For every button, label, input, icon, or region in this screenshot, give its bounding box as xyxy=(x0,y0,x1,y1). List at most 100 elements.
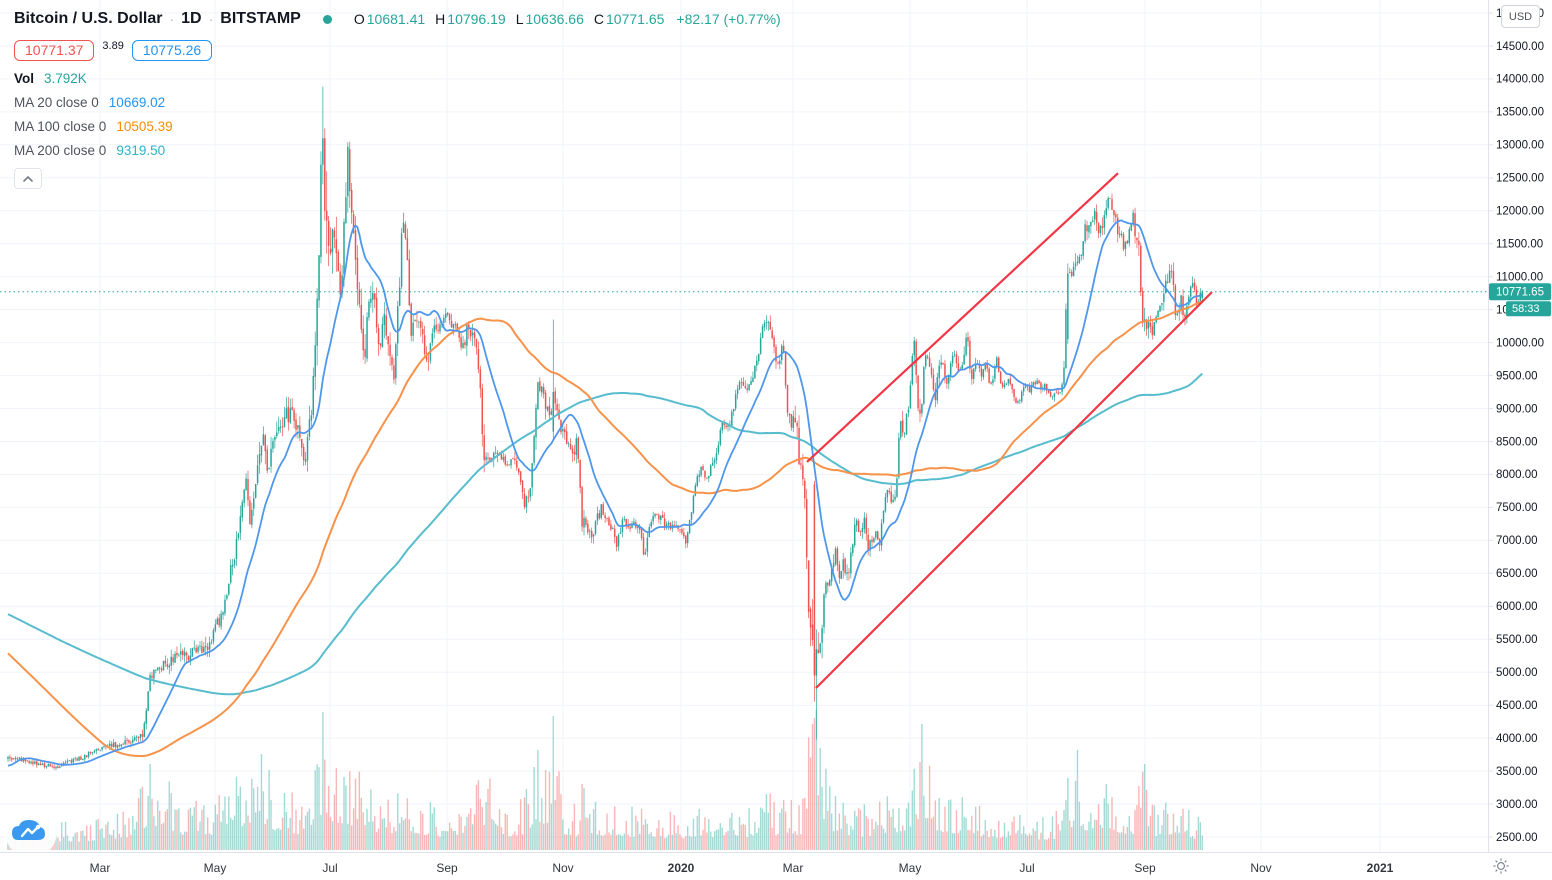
volume-series xyxy=(7,710,1203,850)
low-value: 10636.66 xyxy=(525,11,584,27)
exchange-label: BITSTAMP xyxy=(220,10,301,27)
price-axis-label: 9500.00 xyxy=(1496,370,1538,382)
trendline-upper-channel[interactable] xyxy=(806,172,1119,463)
last-price-text: 10771.65 xyxy=(1496,287,1544,299)
trendline-lower-channel[interactable] xyxy=(815,291,1213,689)
separator: · xyxy=(169,11,175,27)
collapse-legend-button[interactable] xyxy=(14,168,42,189)
price-axis-label: 5000.00 xyxy=(1496,667,1538,679)
ma200-line[interactable] xyxy=(7,372,1203,696)
currency-toggle-button[interactable]: USD xyxy=(1501,5,1540,28)
close-label: C xyxy=(593,11,605,27)
grid-layer xyxy=(0,0,1488,852)
high-label: H xyxy=(435,11,446,27)
price-axis-label: 14500.00 xyxy=(1496,41,1544,53)
high-value: 10796.19 xyxy=(447,11,506,27)
time-axis-label: May xyxy=(899,861,922,875)
ma200-label: MA 200 close 0 xyxy=(14,143,107,158)
price-axis-bg[interactable] xyxy=(1488,0,1552,880)
low-label: L xyxy=(515,11,524,27)
spread-value: 3.89 xyxy=(102,40,124,52)
time-axis-label: Jul xyxy=(1019,861,1034,875)
time-axis-label: 2020 xyxy=(668,861,695,875)
time-axis-label: Nov xyxy=(552,861,573,875)
bid-price-button[interactable]: 10771.37 xyxy=(14,39,95,61)
price-axis-label: 8500.00 xyxy=(1496,436,1538,448)
ma100-label: MA 100 close 0 xyxy=(14,119,107,134)
ma20-label: MA 20 close 0 xyxy=(14,95,99,110)
price-axis-label: 6000.00 xyxy=(1496,601,1538,613)
time-axis-label: Mar xyxy=(90,861,111,875)
price-axis-label: 10000.00 xyxy=(1496,337,1544,349)
price-axis[interactable]: 15000.0014500.0014000.0013500.0013000.00… xyxy=(1488,0,1552,880)
price-axis-label: 13500.00 xyxy=(1496,107,1544,119)
time-axis-label: Sep xyxy=(436,861,458,875)
change-value: +82.17 (+0.77%) xyxy=(676,11,781,27)
price-axis-label: 7500.00 xyxy=(1496,502,1538,514)
close-value: 10771.65 xyxy=(606,11,665,27)
last-price-axis-label xyxy=(1489,283,1551,301)
ask-price-button[interactable]: 10775.26 xyxy=(131,39,213,61)
open-label: O xyxy=(353,11,365,27)
price-axis-label: 2500.00 xyxy=(1496,832,1538,844)
sun-icon[interactable] xyxy=(1493,858,1509,874)
price-axis-label: 4500.00 xyxy=(1496,700,1538,712)
up-candle-bodies xyxy=(7,138,1203,769)
up-candle-wicks xyxy=(7,86,1203,771)
symbol-name[interactable]: Bitcoin / U.S. Dollar xyxy=(14,10,163,27)
price-axis-label: 11000.00 xyxy=(1496,272,1543,284)
price-axis-label: 14000.00 xyxy=(1496,74,1544,86)
down-candle-wicks xyxy=(9,128,1197,770)
price-axis-label: 9000.00 xyxy=(1496,403,1538,415)
price-axis-label: 3500.00 xyxy=(1496,766,1538,778)
ma200-indicator-row[interactable]: MA 200 close 0 9319.50 xyxy=(14,143,781,158)
trendline-drawings[interactable] xyxy=(806,172,1213,689)
ma100-indicator-row[interactable]: MA 100 close 0 10505.39 xyxy=(14,119,781,134)
time-axis-bg[interactable] xyxy=(0,852,1552,880)
chevron-up-icon xyxy=(23,175,33,182)
countdown-text: 58:33 xyxy=(1512,303,1540,315)
down-candle-bodies xyxy=(9,138,1198,768)
ma20-indicator-row[interactable]: MA 20 close 0 10669.02 xyxy=(14,95,781,110)
bar-countdown-badge xyxy=(1506,301,1551,317)
ohlc-readout: O 10681.41 H 10796.19 L 10636.66 C 10771.65 … xyxy=(354,11,781,27)
candlestick-series xyxy=(7,86,1203,771)
price-axis-label: 11500.00 xyxy=(1496,239,1543,251)
volume-bars-up xyxy=(7,710,1203,850)
time-axis-label: May xyxy=(204,861,227,875)
ma100-line[interactable] xyxy=(7,300,1203,757)
price-axis-label: 5500.00 xyxy=(1496,634,1538,646)
time-axis-label: Nov xyxy=(1250,861,1271,875)
moving-average-lines xyxy=(7,219,1203,767)
time-axis-label: Sep xyxy=(1134,861,1156,875)
volume-indicator-row[interactable]: Vol 3.792K xyxy=(14,71,781,86)
open-value: 10681.41 xyxy=(366,11,426,27)
price-axis-label: 4000.00 xyxy=(1496,733,1538,745)
logo-dot xyxy=(35,824,41,830)
ma20-value: 10669.02 xyxy=(108,95,166,110)
time-axis-label: Jul xyxy=(322,861,337,875)
logo-pulse-line xyxy=(20,825,40,838)
volume-value: 3.792K xyxy=(44,71,87,86)
price-axis-label: 12000.00 xyxy=(1496,206,1544,218)
ma100-value: 10505.39 xyxy=(116,119,173,134)
time-axis[interactable]: Mar May Jul Sep Nov 2020 Mar May Jul Sep Nov 2021 xyxy=(0,852,1552,880)
time-axis-label: Mar xyxy=(783,861,804,875)
interval-label[interactable]: 1D xyxy=(181,10,202,27)
ma20-line[interactable] xyxy=(7,219,1203,767)
price-axis-label: 7000.00 xyxy=(1496,535,1538,547)
volume-label: Vol xyxy=(14,71,34,86)
separator: · xyxy=(208,11,214,27)
price-axis-label: 3000.00 xyxy=(1496,799,1538,811)
ma200-value: 9319.50 xyxy=(116,143,166,158)
time-axis-label: 2021 xyxy=(1367,861,1394,875)
market-status-dot xyxy=(322,14,332,24)
price-axis-label: 12500.00 xyxy=(1496,173,1544,185)
price-axis-label: 8000.00 xyxy=(1496,469,1538,481)
tradingview-logo[interactable] xyxy=(5,806,57,858)
bid-ask-row: 10771.37 3.89 10775.26 xyxy=(14,38,781,62)
